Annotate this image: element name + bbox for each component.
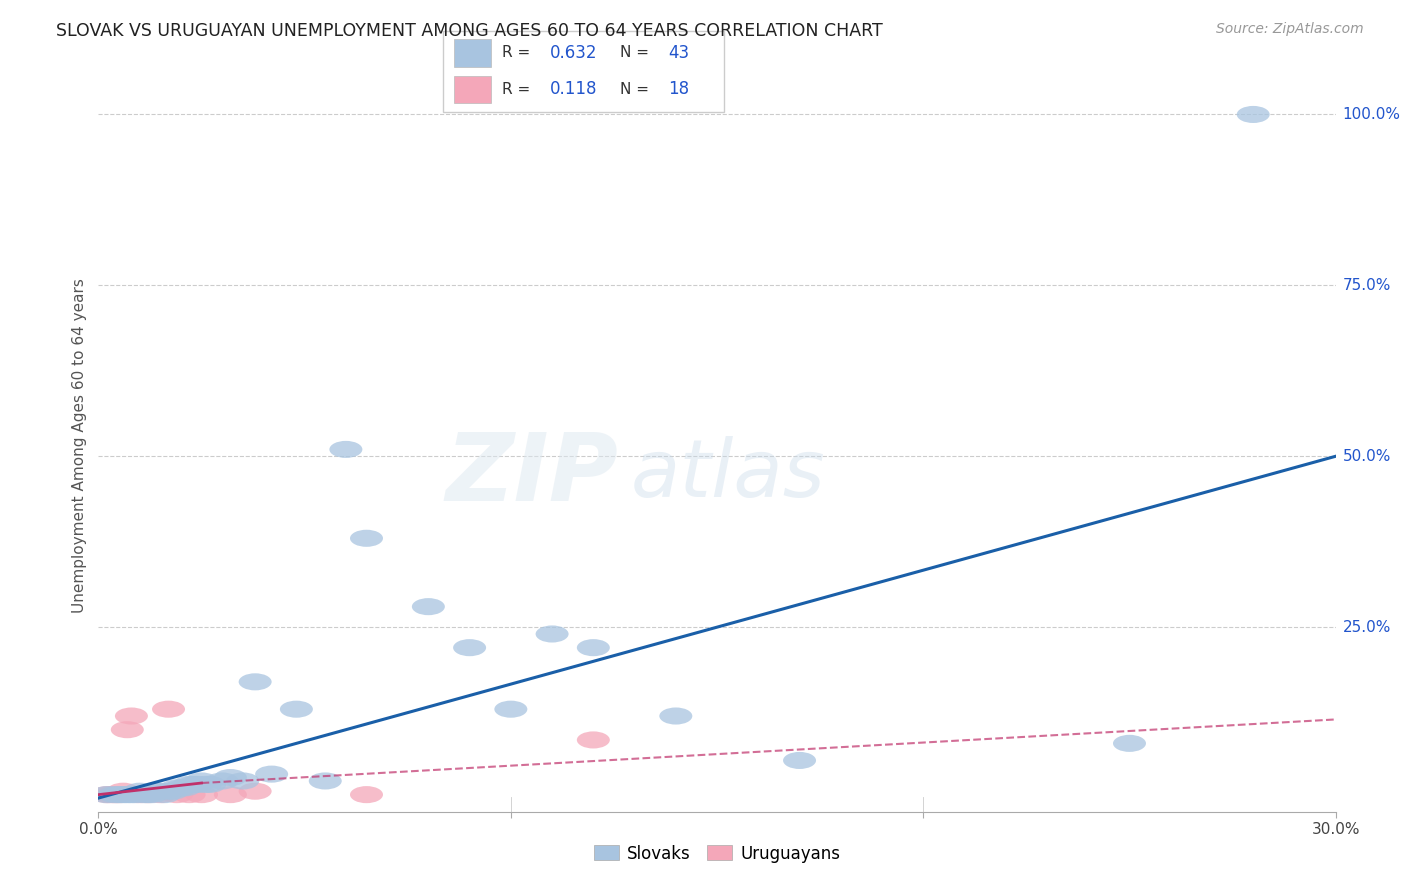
FancyBboxPatch shape xyxy=(454,39,491,67)
Ellipse shape xyxy=(169,780,201,797)
Ellipse shape xyxy=(453,639,486,657)
Ellipse shape xyxy=(152,782,186,800)
Ellipse shape xyxy=(139,782,173,800)
Text: 25.0%: 25.0% xyxy=(1343,620,1391,634)
Ellipse shape xyxy=(576,731,610,748)
Text: 0.118: 0.118 xyxy=(550,80,598,98)
Ellipse shape xyxy=(124,786,156,803)
Text: 0.632: 0.632 xyxy=(550,44,598,62)
Ellipse shape xyxy=(239,782,271,800)
Ellipse shape xyxy=(214,786,247,803)
Ellipse shape xyxy=(1114,735,1146,752)
Ellipse shape xyxy=(329,441,363,458)
Ellipse shape xyxy=(190,776,222,793)
Text: N =: N = xyxy=(620,45,654,61)
Ellipse shape xyxy=(177,776,209,793)
Ellipse shape xyxy=(120,786,152,803)
FancyBboxPatch shape xyxy=(443,31,724,112)
Ellipse shape xyxy=(576,639,610,657)
Text: R =: R = xyxy=(502,45,536,61)
Ellipse shape xyxy=(135,786,169,803)
Ellipse shape xyxy=(107,786,139,803)
Text: R =: R = xyxy=(502,81,536,96)
Ellipse shape xyxy=(98,786,131,803)
FancyBboxPatch shape xyxy=(454,76,491,103)
Ellipse shape xyxy=(280,700,314,718)
Ellipse shape xyxy=(143,786,177,803)
Text: Source: ZipAtlas.com: Source: ZipAtlas.com xyxy=(1216,22,1364,37)
Ellipse shape xyxy=(131,786,165,803)
Text: ZIP: ZIP xyxy=(446,429,619,521)
Ellipse shape xyxy=(124,782,156,800)
Ellipse shape xyxy=(350,786,382,803)
Ellipse shape xyxy=(152,700,186,718)
Ellipse shape xyxy=(536,625,568,642)
Ellipse shape xyxy=(173,776,205,793)
Ellipse shape xyxy=(148,786,181,803)
Ellipse shape xyxy=(186,772,218,789)
Ellipse shape xyxy=(495,700,527,718)
Ellipse shape xyxy=(350,530,382,547)
Text: 50.0%: 50.0% xyxy=(1343,449,1391,464)
Ellipse shape xyxy=(107,782,139,800)
Ellipse shape xyxy=(115,707,148,724)
Ellipse shape xyxy=(94,786,128,803)
Ellipse shape xyxy=(165,780,197,797)
Ellipse shape xyxy=(186,786,218,803)
Ellipse shape xyxy=(226,772,259,789)
Text: 18: 18 xyxy=(668,80,689,98)
Text: 100.0%: 100.0% xyxy=(1343,107,1400,122)
Legend: Slovaks, Uruguayans: Slovaks, Uruguayans xyxy=(586,838,848,869)
Ellipse shape xyxy=(783,752,815,769)
Ellipse shape xyxy=(160,780,193,797)
Ellipse shape xyxy=(111,786,143,803)
Ellipse shape xyxy=(131,786,165,803)
Ellipse shape xyxy=(90,786,124,803)
Ellipse shape xyxy=(309,772,342,789)
Ellipse shape xyxy=(98,786,131,803)
Text: SLOVAK VS URUGUAYAN UNEMPLOYMENT AMONG AGES 60 TO 64 YEARS CORRELATION CHART: SLOVAK VS URUGUAYAN UNEMPLOYMENT AMONG A… xyxy=(56,22,883,40)
Ellipse shape xyxy=(90,786,124,803)
Ellipse shape xyxy=(239,673,271,690)
Text: 75.0%: 75.0% xyxy=(1343,277,1391,293)
Ellipse shape xyxy=(111,721,143,739)
Text: N =: N = xyxy=(620,81,654,96)
Ellipse shape xyxy=(1237,106,1270,123)
Ellipse shape xyxy=(412,599,444,615)
Ellipse shape xyxy=(173,786,205,803)
Ellipse shape xyxy=(103,786,135,803)
Ellipse shape xyxy=(214,769,247,786)
Text: atlas: atlas xyxy=(630,436,825,515)
Ellipse shape xyxy=(143,782,177,800)
Ellipse shape xyxy=(193,776,226,793)
Ellipse shape xyxy=(659,707,692,724)
Text: 43: 43 xyxy=(668,44,689,62)
Y-axis label: Unemployment Among Ages 60 to 64 years: Unemployment Among Ages 60 to 64 years xyxy=(72,278,87,614)
Ellipse shape xyxy=(128,786,160,803)
Ellipse shape xyxy=(254,765,288,782)
Ellipse shape xyxy=(103,786,135,803)
Ellipse shape xyxy=(115,786,148,803)
Ellipse shape xyxy=(181,776,214,793)
Ellipse shape xyxy=(160,786,193,803)
Ellipse shape xyxy=(205,772,239,789)
Ellipse shape xyxy=(156,782,190,800)
